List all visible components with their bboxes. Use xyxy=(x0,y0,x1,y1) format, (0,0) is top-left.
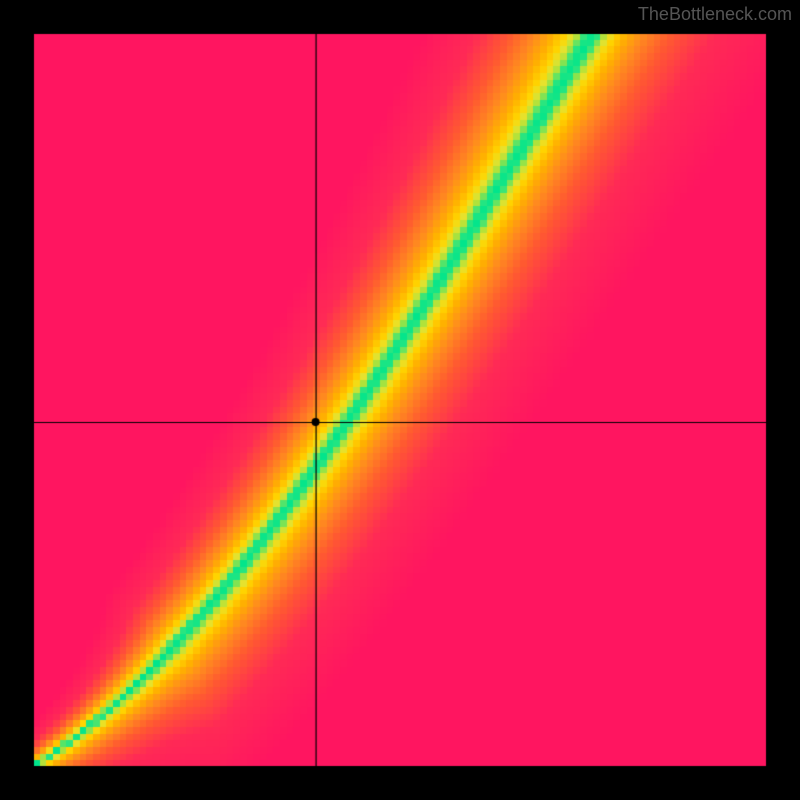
heatmap-canvas xyxy=(0,0,800,800)
chart-container: TheBottleneck.com xyxy=(0,0,800,800)
watermark-text: TheBottleneck.com xyxy=(638,4,792,25)
